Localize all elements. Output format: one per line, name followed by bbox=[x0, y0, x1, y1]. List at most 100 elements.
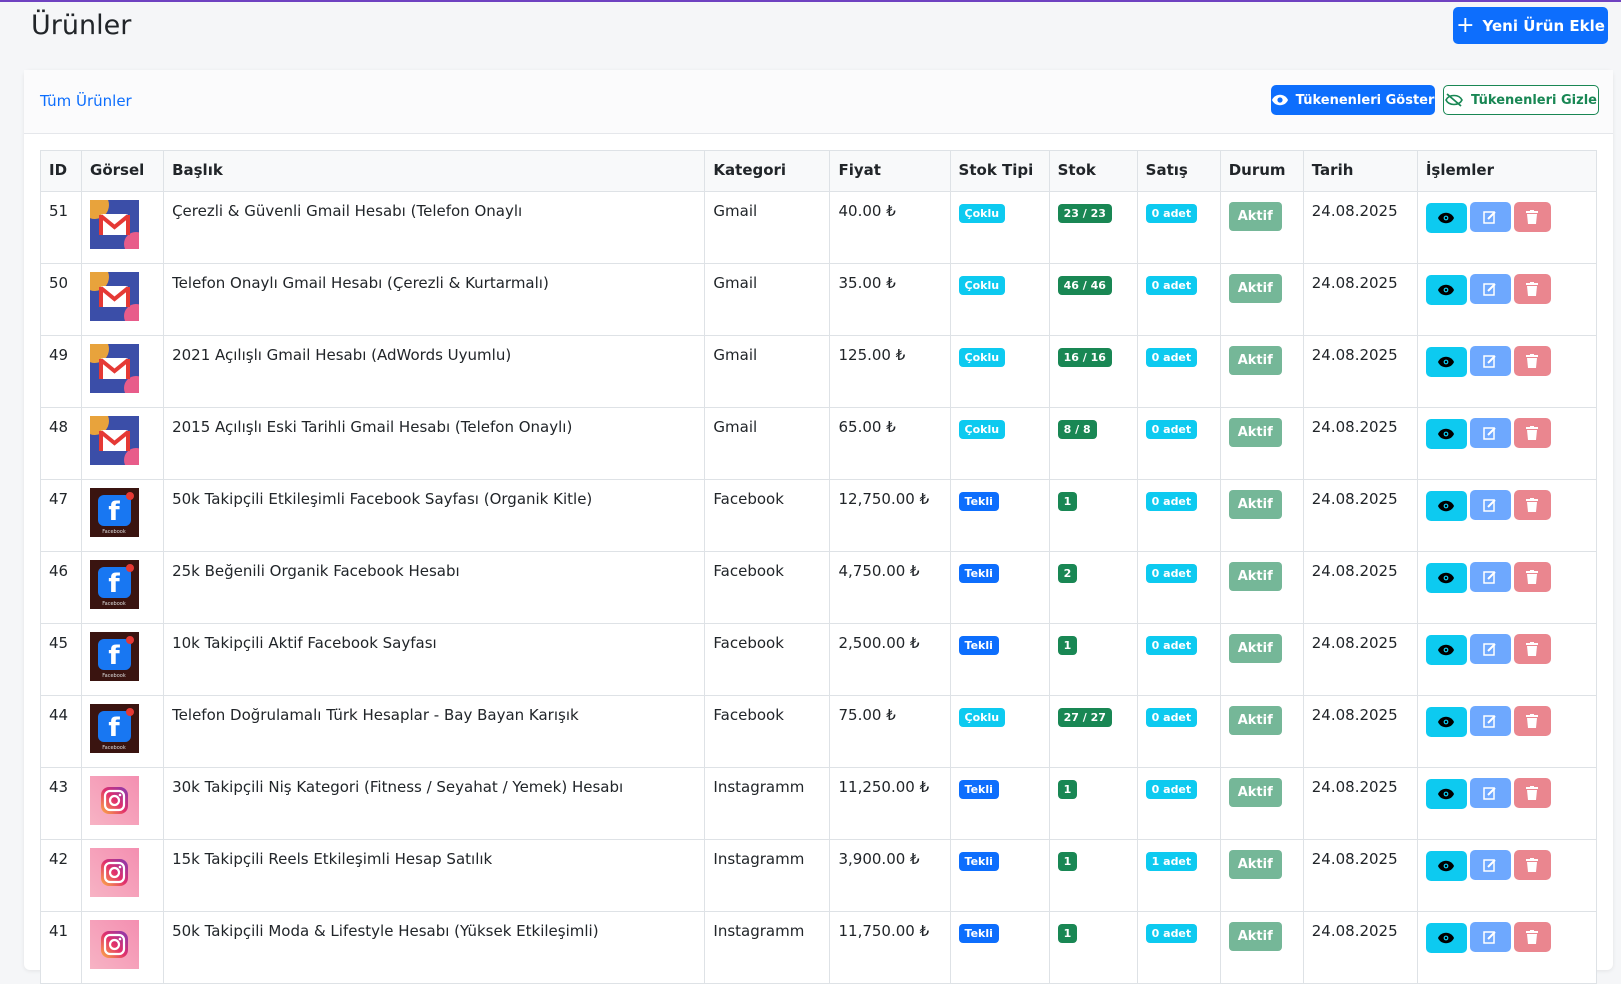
stock-type-cell: Tekli bbox=[949, 479, 1050, 552]
image-cell: f Facebook bbox=[81, 551, 165, 624]
edit-button[interactable] bbox=[1469, 202, 1511, 232]
column-header: Durum bbox=[1219, 150, 1304, 192]
product-row: 41 50k Takipçili Moda & Lifestyle Hesabı … bbox=[39, 911, 1598, 984]
show-out-of-stock[interactable]: Tükenenleri Göster bbox=[1271, 85, 1435, 115]
sales-cell: 0 adet bbox=[1136, 191, 1221, 264]
stock-cell: 1 bbox=[1048, 911, 1138, 984]
delete-button[interactable] bbox=[1513, 202, 1551, 232]
svg-text:f: f bbox=[108, 713, 120, 743]
image-cell bbox=[81, 191, 165, 264]
sales-badge: 0 adet bbox=[1145, 708, 1198, 727]
stock-badge: 27 / 27 bbox=[1057, 708, 1112, 727]
status-cell: Aktif bbox=[1219, 479, 1304, 552]
edit-button[interactable] bbox=[1469, 490, 1511, 520]
view-button[interactable] bbox=[1425, 491, 1467, 521]
status-badge: Aktif bbox=[1228, 850, 1282, 879]
date-cell: 24.08.2025 bbox=[1302, 191, 1418, 264]
stock-type-cell: Tekli bbox=[949, 623, 1050, 696]
status-cell: Aktif bbox=[1219, 551, 1304, 624]
price-cell: 75.00 ₺ bbox=[829, 695, 951, 768]
column-header: ID bbox=[39, 150, 83, 192]
stock-cell: 1 bbox=[1048, 623, 1138, 696]
edit-button[interactable] bbox=[1469, 778, 1511, 808]
svg-text:Facebook: Facebook bbox=[102, 601, 126, 607]
edit-button[interactable] bbox=[1469, 346, 1511, 376]
image-cell: f Facebook bbox=[81, 695, 165, 768]
edit-button[interactable] bbox=[1469, 634, 1511, 664]
sales-badge: 0 adet bbox=[1145, 564, 1198, 583]
title-cell: Çerezli & Güvenli Gmail Hesabı (Telefon … bbox=[163, 191, 706, 264]
product-image bbox=[90, 848, 155, 901]
stock-badge: 23 / 23 bbox=[1057, 204, 1112, 223]
add-product-button[interactable]: + Yeni Ürün Ekle bbox=[1453, 7, 1608, 44]
stock-type-badge: Çoklu bbox=[958, 420, 1006, 439]
stock-type-badge: Tekli bbox=[958, 492, 999, 511]
view-button[interactable] bbox=[1425, 851, 1467, 881]
product-row: 46 f Facebook 25k Beğenili Organik Facebook… bbox=[39, 551, 1598, 624]
delete-button[interactable] bbox=[1513, 562, 1551, 592]
card-title[interactable]: Tüm Ürünler bbox=[40, 92, 132, 110]
edit-button[interactable] bbox=[1469, 850, 1511, 880]
column-header: Görsel bbox=[81, 150, 165, 192]
column-header: İşlemler bbox=[1416, 150, 1598, 192]
stock-type-cell: Tekli bbox=[949, 767, 1050, 840]
view-button[interactable] bbox=[1425, 347, 1467, 377]
view-button[interactable] bbox=[1425, 563, 1467, 593]
delete-button[interactable] bbox=[1513, 850, 1551, 880]
title-cell: 25k Beğenili Organik Facebook Hesabı bbox=[163, 551, 706, 624]
category-cell: Facebook bbox=[704, 623, 831, 696]
price-cell: 40.00 ₺ bbox=[829, 191, 951, 264]
delete-button[interactable] bbox=[1513, 706, 1551, 736]
status-cell: Aktif bbox=[1219, 911, 1304, 984]
title-cell: 10k Takipçili Aktif Facebook Sayfası bbox=[163, 623, 706, 696]
view-button[interactable] bbox=[1425, 275, 1467, 305]
actions-cell bbox=[1416, 191, 1598, 264]
view-button[interactable] bbox=[1425, 779, 1467, 809]
stock-badge: 1 bbox=[1057, 924, 1078, 943]
edit-button[interactable] bbox=[1469, 562, 1511, 592]
delete-button[interactable] bbox=[1513, 490, 1551, 520]
delete-button[interactable] bbox=[1513, 634, 1551, 664]
stock-type-badge: Tekli bbox=[958, 924, 999, 943]
edit-button[interactable] bbox=[1469, 418, 1511, 448]
price-cell: 125.00 ₺ bbox=[829, 335, 951, 408]
stock-type-cell: Çoklu bbox=[949, 695, 1050, 768]
title-cell: 50k Takipçili Etkileşimli Facebook Sayfa… bbox=[163, 479, 706, 552]
column-header: Fiyat bbox=[829, 150, 951, 192]
view-button[interactable] bbox=[1425, 707, 1467, 737]
hide-out-of-stock[interactable]: Tükenenleri Gizle bbox=[1443, 85, 1599, 115]
date-cell: 24.08.2025 bbox=[1302, 479, 1418, 552]
delete-button[interactable] bbox=[1513, 274, 1551, 304]
id-cell: 45 bbox=[39, 623, 83, 696]
delete-button[interactable] bbox=[1513, 778, 1551, 808]
category-cell: Facebook bbox=[704, 551, 831, 624]
stock-cell: 2 bbox=[1048, 551, 1138, 624]
edit-button[interactable] bbox=[1469, 706, 1511, 736]
show-label: Tükenenleri Göster bbox=[1295, 92, 1435, 108]
delete-button[interactable] bbox=[1513, 346, 1551, 376]
svg-text:f: f bbox=[108, 641, 120, 671]
sales-badge: 0 adet bbox=[1145, 924, 1198, 943]
product-row: 47 f Facebook 50k Takipçili Etkileşimli Fac… bbox=[39, 479, 1598, 552]
edit-button[interactable] bbox=[1469, 274, 1511, 304]
actions-cell bbox=[1416, 335, 1598, 408]
product-image: f Facebook bbox=[90, 632, 155, 685]
products-table: ID Görsel Başlık Kategori Fiyat Stok Tipi Stok… bbox=[39, 150, 1598, 984]
delete-button[interactable] bbox=[1513, 418, 1551, 448]
status-cell: Aktif bbox=[1219, 191, 1304, 264]
view-button[interactable] bbox=[1425, 419, 1467, 449]
id-cell: 49 bbox=[39, 335, 83, 408]
actions-cell bbox=[1416, 479, 1598, 552]
product-image bbox=[90, 920, 155, 973]
stock-badge: 46 / 46 bbox=[1057, 276, 1112, 295]
status-badge: Aktif bbox=[1228, 706, 1282, 735]
delete-button[interactable] bbox=[1513, 922, 1551, 952]
view-button[interactable] bbox=[1425, 635, 1467, 665]
stock-type-badge: Çoklu bbox=[958, 204, 1006, 223]
edit-button[interactable] bbox=[1469, 922, 1511, 952]
id-cell: 44 bbox=[39, 695, 83, 768]
view-button[interactable] bbox=[1425, 923, 1467, 953]
category-cell: Instagramm bbox=[704, 911, 831, 984]
view-button[interactable] bbox=[1425, 203, 1467, 233]
